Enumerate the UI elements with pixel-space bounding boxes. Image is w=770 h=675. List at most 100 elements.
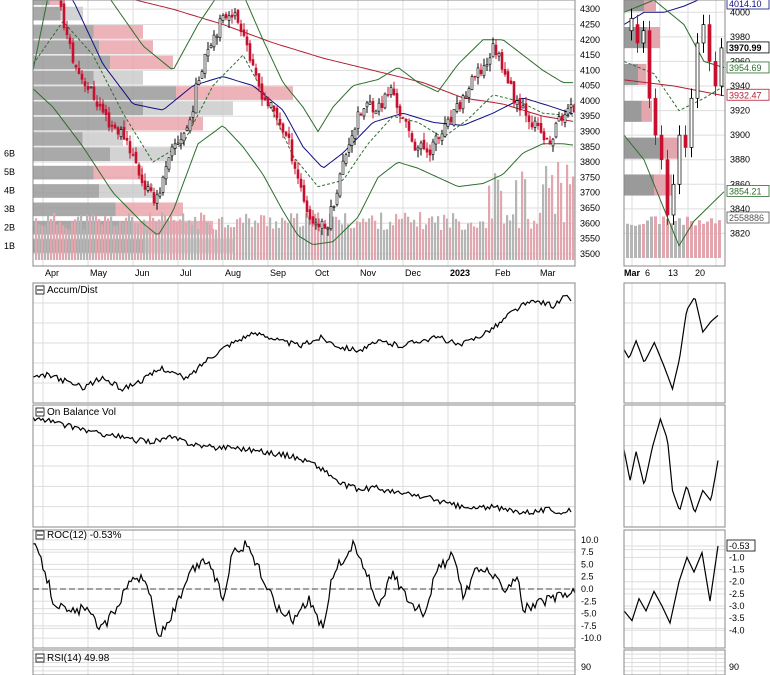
volume-by-price-bar (110, 55, 173, 70)
candle-body (299, 178, 303, 188)
volume-bar (320, 229, 323, 260)
candle-body (548, 140, 552, 144)
candle-body (560, 115, 564, 121)
zoom-volume-bar (654, 216, 657, 258)
volume-bar (137, 223, 140, 260)
zoom-candle-body (701, 24, 706, 44)
volume-bar (509, 220, 512, 260)
volume-bar (107, 218, 110, 260)
candle-body (362, 108, 366, 117)
volume-bar (260, 215, 263, 260)
candle-body (206, 48, 210, 57)
candle-body (104, 108, 108, 116)
candle-body (551, 138, 555, 147)
zoom-vbp-bar (624, 0, 644, 12)
roc-zoom-y-tick-label: -4.0 (729, 625, 745, 635)
volume-bar (389, 221, 392, 260)
month-label: May (90, 268, 108, 278)
candle-body (431, 141, 435, 155)
candle-body (275, 107, 279, 119)
value-tag-text: 3932.47 (729, 90, 762, 100)
volume-bar (173, 219, 176, 260)
zoom-volume-bar (698, 220, 701, 258)
candle-body (65, 26, 69, 36)
candle-body (170, 146, 174, 157)
volume-bar (425, 224, 428, 260)
volume-bar (86, 214, 89, 260)
candle-body (62, 3, 66, 29)
volume-bar (419, 212, 422, 260)
zoom-volume-bar (658, 224, 661, 258)
candle-body (527, 115, 531, 123)
zoom-y-tick-label: 3820 (730, 228, 750, 238)
month-label: Dec (405, 268, 422, 278)
zoom-volume-bar (642, 223, 645, 258)
volume-by-price-bar (33, 147, 110, 162)
volume-bar (290, 213, 293, 260)
value-tag-text: 3854.21 (729, 186, 762, 196)
candle-body (164, 166, 168, 180)
volume-bar (371, 215, 374, 260)
volume-bar (317, 212, 320, 260)
candle-body (458, 102, 462, 110)
volume-bar (188, 220, 191, 260)
volume-bar (323, 229, 326, 260)
volume-axis-label: 2B (4, 223, 15, 233)
candle-body (263, 97, 267, 101)
candle-body (371, 101, 375, 113)
candle-body (89, 86, 93, 89)
candle-body (281, 123, 285, 133)
candle-body (521, 105, 525, 109)
volume-bar (479, 221, 482, 260)
volume-by-price-bar (93, 25, 143, 39)
candle-body (251, 59, 255, 66)
candle-body (446, 118, 450, 127)
volume-bar (230, 227, 233, 260)
zoom-vbp-bar (644, 0, 656, 12)
candle-body (374, 110, 378, 115)
zoom-vbp-bar (624, 27, 647, 49)
volume-bar (125, 217, 128, 260)
candle-body (356, 111, 360, 129)
volume-bar (296, 213, 299, 260)
volume-bar (146, 228, 149, 260)
candle-body (518, 98, 522, 111)
volume-by-price-bar (99, 184, 153, 198)
candle-body (563, 114, 567, 123)
volume-bar (269, 217, 272, 260)
volume-bar (101, 224, 104, 260)
volume-by-price-bar (33, 132, 83, 146)
volume-bar (485, 228, 488, 260)
candle-body (341, 160, 345, 175)
zoom-volume-bar (662, 216, 665, 258)
candle-body (134, 151, 138, 164)
candle-body (323, 223, 327, 229)
volume-bar (338, 219, 341, 260)
candle-body (386, 94, 390, 96)
volume-bar (395, 213, 398, 260)
candle-body (83, 81, 87, 87)
month-label: Mar (540, 268, 556, 278)
candle-body (494, 44, 498, 56)
month-label: 2023 (450, 268, 470, 278)
rsi-title: RSI(14) 49.98 (47, 653, 110, 664)
volume-bar (281, 217, 284, 260)
obv-title: On Balance Vol (47, 407, 116, 418)
price-line-ma-blue (71, 0, 574, 169)
zoom-panel-frame-obv (623, 404, 726, 528)
volume-bar (542, 184, 545, 260)
candle-body (392, 88, 396, 96)
volume-by-price-bar (143, 101, 233, 116)
candle-body (377, 102, 381, 112)
volume-by-price-bar (33, 55, 110, 70)
zoom-candle-body (671, 183, 676, 216)
zoom-candle-body (665, 159, 670, 216)
accum-dist-zoom-line (623, 297, 719, 392)
volume-by-price-bar (33, 184, 99, 198)
candle-body (302, 185, 306, 202)
candle-body (365, 102, 369, 108)
roc-zoom-y-tick-label: -3.5 (729, 613, 745, 623)
volume-bar (140, 221, 143, 260)
candle-body (335, 192, 339, 205)
volume-by-price-bar (82, 132, 123, 146)
